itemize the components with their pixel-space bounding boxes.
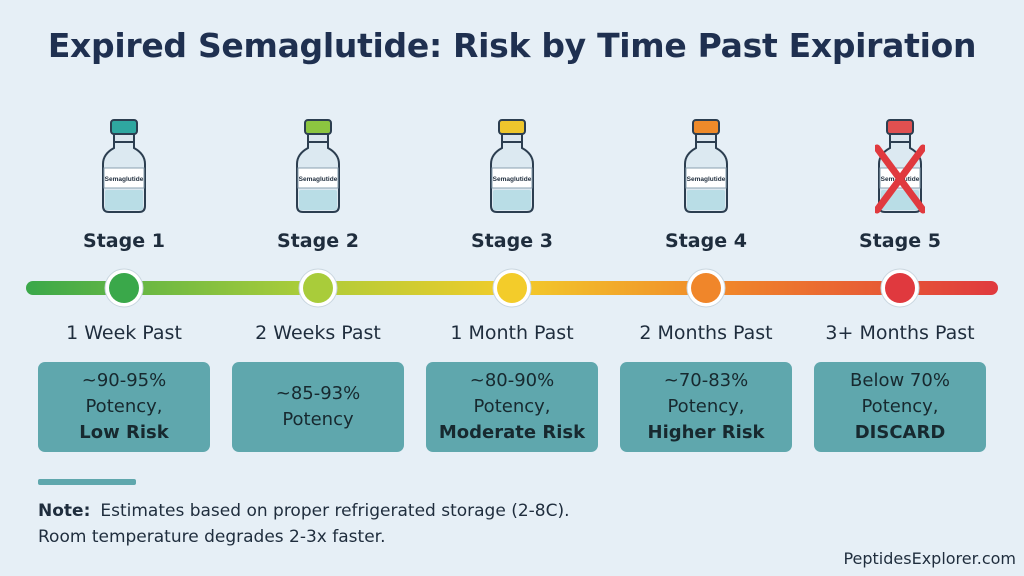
potency-text: Potency, (473, 396, 551, 417)
timeline-node-5 (885, 273, 915, 303)
potency-text: Potency (282, 409, 354, 430)
timeline-node-3 (497, 273, 527, 303)
vial-label: Semaglutide (493, 176, 532, 183)
brand-watermark: PeptidesExplorer.com (843, 549, 1016, 568)
potency-box: Below 70% Potency, DISCARD (814, 362, 986, 452)
timeline-node-4 (691, 273, 721, 303)
note-text-2: Room temperature degrades 2-3x faster. (38, 527, 386, 547)
potency-box: ~85-93% Potency (232, 362, 404, 452)
discard-x-icon (873, 144, 927, 214)
potency-text: Potency, (861, 396, 939, 417)
note-label: Note: (38, 501, 91, 521)
risk-level: Low Risk (79, 422, 169, 443)
time-past-label: 2 Months Past (639, 322, 773, 344)
potency-box: ~70-83% Potency, Higher Risk (620, 362, 792, 452)
potency-range: ~70-83% (663, 370, 749, 391)
vial-label: Semaglutide (687, 176, 726, 183)
page-title: Expired Semaglutide: Risk by Time Past E… (47, 26, 977, 65)
stage-label: Stage 1 (83, 230, 165, 252)
potency-range: ~85-93% (275, 383, 361, 404)
timeline-node-1 (109, 273, 139, 303)
vial-icon: Semaglutide (487, 118, 537, 214)
time-past-label: 2 Weeks Past (255, 322, 381, 344)
note-divider (38, 479, 136, 485)
time-past-label: 1 Month Past (450, 322, 574, 344)
stage-label: Stage 2 (277, 230, 359, 252)
note-text-1: Estimates based on proper refrigerated s… (100, 501, 570, 521)
potency-range: ~90-95% (81, 370, 167, 391)
vial-discard-icon: Semaglutide (873, 118, 927, 214)
vial-icon: Semaglutide (681, 118, 731, 214)
risk-level: Moderate Risk (438, 422, 586, 443)
potency-text: Potency, (85, 396, 163, 417)
note-line-1: Note: Estimates based on proper refrigera… (38, 498, 798, 524)
potency-box: ~90-95% Potency, Low Risk (38, 362, 210, 452)
vial-icon: Semaglutide (99, 118, 149, 214)
potency-range: Below 70% (850, 370, 950, 391)
time-past-label: 3+ Months Past (825, 322, 975, 344)
timeline (26, 268, 998, 308)
potency-text: Potency, (667, 396, 745, 417)
risk-level: DISCARD (854, 422, 946, 443)
stage-label: Stage 5 (859, 230, 941, 252)
vial-label: Semaglutide (299, 176, 338, 183)
timeline-node-2 (303, 273, 333, 303)
note: Note: Estimates based on proper refrigera… (38, 498, 798, 550)
stage-label: Stage 4 (665, 230, 747, 252)
potency-box: ~80-90% Potency, Moderate Risk (426, 362, 598, 452)
time-past-label: 1 Week Past (66, 322, 182, 344)
vial-label: Semaglutide (105, 176, 144, 183)
risk-level: Higher Risk (647, 422, 765, 443)
vial-icon: Semaglutide (293, 118, 343, 214)
stage-label: Stage 3 (471, 230, 553, 252)
potency-range: ~80-90% (469, 370, 555, 391)
